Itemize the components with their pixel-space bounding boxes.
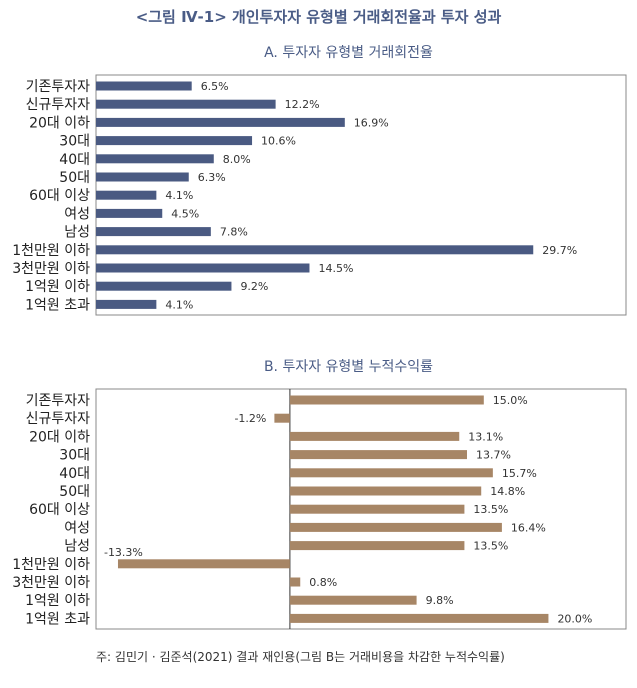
turnover-value-label: 4.5%: [171, 207, 199, 220]
turnover-value-label: 8.0%: [223, 153, 251, 166]
turnover-category-label: 20대 이하: [29, 115, 90, 131]
return-value-label: -1.2%: [234, 412, 266, 425]
turnover-bar: [96, 99, 276, 109]
turnover-category-label: 남성: [64, 225, 90, 241]
turnover-value-label: 4.1%: [165, 298, 193, 311]
return-bar: [289, 431, 460, 441]
turnover-bar: [96, 227, 211, 237]
return-bar: [289, 450, 467, 460]
return-value-label: -13.3%: [104, 546, 143, 559]
turnover-bar: [96, 281, 232, 291]
source-note: 주: 김민기 · 김준석(2021) 결과 재인용(그림 B는 거래비용을 차감…: [96, 650, 505, 664]
return-category-label: 여성: [64, 520, 90, 536]
return-bar: [289, 613, 549, 623]
return-value-label: 13.5%: [473, 503, 508, 516]
return-value-label: 15.0%: [493, 394, 528, 407]
turnover-value-label: 9.2%: [240, 280, 268, 293]
turnover-category-label: 여성: [64, 206, 90, 222]
turnover-bar: [96, 299, 157, 309]
return-category-label: 20대 이하: [29, 429, 90, 445]
turnover-bar: [96, 245, 534, 255]
turnover-category-label: 1억원 이하: [25, 279, 90, 295]
return-value-label: 13.1%: [468, 430, 503, 443]
turnover-category-label: 60대 이상: [29, 188, 90, 204]
turnover-category-label: 50대: [59, 170, 90, 186]
return-bar: [289, 468, 493, 478]
turnover-bar: [96, 172, 189, 182]
return-category-label: 60대 이상: [29, 502, 90, 518]
turnover-value-label: 4.1%: [165, 189, 193, 202]
turnover-category-label: 기존투자자: [26, 79, 91, 95]
return-bar: [117, 559, 290, 569]
return-category-label: 30대: [59, 448, 90, 464]
return-bar: [289, 595, 417, 605]
return-value-label: 13.5%: [473, 540, 508, 553]
turnover-bar: [96, 190, 157, 200]
return-bar: [289, 486, 482, 496]
turnover-category-label: 3천만원 이하: [12, 261, 90, 277]
turnover-category-label: 30대: [59, 134, 90, 150]
turnover-value-label: 10.6%: [261, 135, 296, 148]
return-category-label: 1억원 이하: [25, 593, 90, 609]
return-bar: [274, 413, 290, 423]
return-bar: [289, 577, 301, 587]
return-category-label: 남성: [64, 539, 90, 555]
turnover-value-label: 12.2%: [285, 98, 320, 111]
turnover-value-label: 14.5%: [318, 262, 353, 275]
turnover-value-label: 29.7%: [542, 244, 577, 257]
return-bar: [289, 541, 465, 551]
turnover-category-label: 신규투자자: [26, 97, 91, 113]
turnover-value-label: 16.9%: [354, 116, 389, 129]
turnover-bar: [96, 208, 163, 218]
panel-b-title: B. 투자자 유형별 누적수익률: [263, 359, 434, 375]
return-value-label: 14.8%: [490, 485, 525, 498]
return-category-label: 1천만원 이하: [12, 557, 90, 573]
turnover-value-label: 6.3%: [198, 171, 226, 184]
return-category-label: 신규투자자: [26, 411, 91, 427]
turnover-bar: [96, 117, 345, 127]
turnover-bar: [96, 136, 253, 146]
turnover-category-label: 40대: [59, 152, 90, 168]
return-plot-frame: [95, 388, 627, 630]
turnover-category-label: 1억원 초과: [25, 297, 90, 313]
return-category-label: 40대: [59, 466, 90, 482]
return-value-label: 9.8%: [426, 594, 454, 607]
turnover-value-label: 7.8%: [220, 226, 248, 239]
return-value-label: 15.7%: [502, 467, 537, 480]
turnover-bar: [96, 81, 192, 91]
return-bar: [289, 504, 465, 514]
return-category-label: 50대: [59, 484, 90, 500]
turnover-category-label: 1천만원 이하: [12, 243, 90, 259]
return-category-label: 기존투자자: [26, 393, 91, 409]
return-value-label: 0.8%: [309, 576, 337, 589]
turnover-value-label: 6.5%: [201, 80, 229, 93]
turnover-bar: [96, 263, 310, 273]
return-category-label: 1억원 초과: [25, 611, 90, 627]
figure-title: <그림 Ⅳ-1> 개인투자자 유형별 거래회전율과 투자 성과: [135, 8, 502, 26]
panel-a-title: A. 투자자 유형별 거래회전율: [264, 45, 433, 61]
return-value-label: 16.4%: [511, 521, 546, 534]
turnover-bar: [96, 154, 214, 164]
return-value-label: 13.7%: [476, 449, 511, 462]
return-value-label: 20.0%: [557, 612, 592, 625]
return-bar: [289, 395, 484, 405]
return-bar: [289, 522, 502, 532]
return-category-label: 3천만원 이하: [12, 575, 90, 591]
